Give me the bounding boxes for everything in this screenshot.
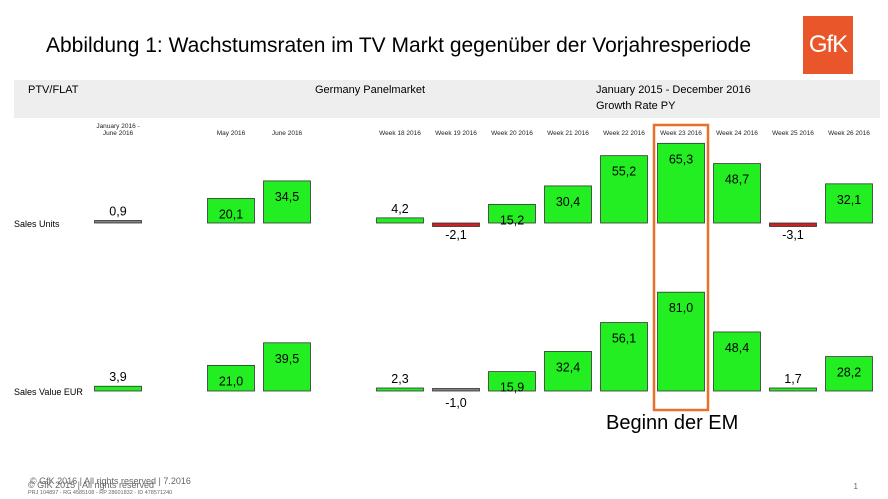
data-label: 56,1 (612, 332, 636, 346)
data-label: 39,5 (275, 352, 299, 366)
bar (488, 371, 536, 392)
data-label: 4,2 (391, 202, 408, 216)
category-label: January 2016 - June 2016 (96, 123, 140, 137)
bar (376, 387, 424, 392)
row-label-sales-value: Sales Value EUR (14, 387, 83, 397)
bar (207, 198, 255, 224)
data-label: 20,1 (219, 207, 243, 221)
data-label: 48,7 (725, 173, 749, 187)
category-label: Week 22 2016 (603, 130, 645, 137)
footer-ref: PRJ 104897 - RG 4585108 - RP 28601832 - … (28, 490, 173, 496)
data-label: 28,2 (837, 366, 861, 380)
header-band (14, 80, 880, 118)
category-label: May 2016 (216, 130, 246, 137)
bar (94, 220, 142, 224)
header-left: PTV/FLAT (28, 84, 79, 96)
data-label: 32,4 (556, 360, 580, 374)
data-label: 2,3 (391, 372, 408, 386)
category-label: Week 24 2016 (716, 130, 758, 137)
chart-title: Abbildung 1: Wachstumsraten im TV Markt … (46, 34, 752, 57)
bar (769, 387, 817, 392)
data-label: 15,9 (500, 381, 524, 395)
category-label: Week 25 2016 (772, 130, 814, 137)
bar (432, 222, 480, 227)
bar (825, 356, 873, 392)
category-label: Week 26 2016 (828, 130, 870, 137)
category-label: June 2016 (271, 130, 303, 137)
bar (94, 385, 142, 392)
bar (769, 222, 817, 227)
bar (600, 155, 648, 224)
annotation-beginn-em: Beginn der EM (606, 412, 739, 434)
bar (713, 331, 761, 392)
data-label: 0,9 (109, 205, 126, 219)
bar (207, 364, 255, 392)
bar (657, 291, 705, 392)
data-label: -1,0 (445, 396, 467, 410)
category-label: Week 21 2016 (547, 130, 589, 137)
bar (263, 180, 311, 224)
bar (432, 388, 480, 392)
data-label: 3,9 (109, 370, 126, 384)
footer-copyright: © GfK 2015 | All rights reserved (28, 480, 155, 490)
highlight-box (652, 123, 710, 412)
bar (713, 163, 761, 224)
header-center: Germany Panelmarket (315, 84, 426, 96)
data-label: 21,0 (219, 374, 243, 388)
data-label: -2,1 (445, 228, 467, 242)
bar (544, 185, 592, 224)
data-label: 1,7 (784, 372, 801, 386)
data-label: -3,1 (782, 228, 804, 242)
data-label: 34,5 (275, 190, 299, 204)
bar (376, 217, 424, 224)
page-number: 1 (853, 482, 858, 491)
gfk-logo: GfK (803, 16, 853, 74)
bar (825, 183, 873, 224)
data-label: 55,2 (612, 165, 636, 179)
data-label: 48,4 (725, 341, 749, 355)
data-label: 15,2 (500, 213, 524, 227)
bar (488, 204, 536, 224)
category-label: Week 19 2016 (435, 130, 477, 137)
category-label: Week 23 2016 (660, 130, 702, 137)
bar (600, 322, 648, 392)
data-label: 65,3 (669, 152, 693, 166)
category-label: Week 20 2016 (491, 130, 533, 137)
category-label: Week 18 2016 (379, 130, 421, 137)
bar (544, 351, 592, 392)
footer-copyright-shadow: © GfK 2016 | All rights reserved | 7.201… (30, 476, 191, 486)
data-label: 30,4 (556, 195, 580, 209)
header-right-line2: Growth Rate PY (596, 100, 676, 112)
data-label: 81,0 (669, 301, 693, 315)
data-label: 32,1 (837, 193, 861, 207)
row-label-sales-units: Sales Units (14, 219, 60, 229)
bar (263, 342, 311, 392)
header-right-line1: January 2015 - December 2016 (596, 84, 751, 96)
bar (657, 142, 705, 224)
